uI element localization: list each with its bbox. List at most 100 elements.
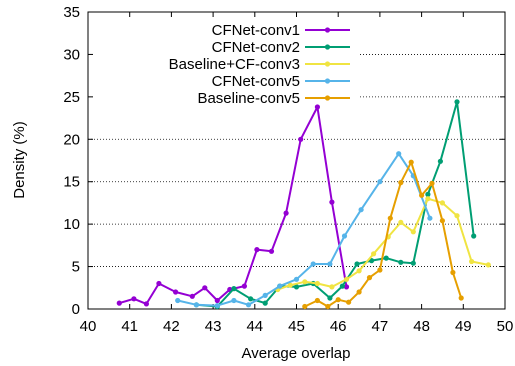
data-point [369, 258, 375, 264]
data-point [419, 192, 425, 198]
series-2 [275, 196, 491, 293]
data-point [214, 303, 220, 309]
data-point [262, 300, 268, 306]
y-tick-label: 20 [63, 131, 80, 148]
data-point [343, 276, 350, 282]
x-tick-label: 46 [330, 318, 347, 335]
series-line [277, 197, 489, 291]
x-axis-title: Average overlap [242, 345, 351, 362]
legend-swatch-point [324, 95, 331, 101]
data-point [156, 280, 162, 287]
data-point [410, 260, 416, 266]
data-point [131, 296, 137, 302]
data-point [398, 219, 404, 225]
data-point [427, 215, 433, 221]
x-tick-label: 47 [372, 318, 389, 335]
legend-swatch-point [324, 44, 331, 50]
y-tick-label: 30 [63, 46, 80, 63]
legend-swatch-point [324, 27, 331, 33]
legend-swatch-point [324, 78, 331, 84]
data-point [189, 293, 195, 299]
data-point [262, 292, 268, 298]
data-point [377, 267, 383, 273]
data-point [408, 159, 414, 165]
data-point [437, 158, 443, 164]
data-point [283, 210, 289, 216]
series-3 [175, 151, 433, 309]
data-point [327, 261, 333, 267]
data-point [202, 285, 208, 291]
data-point [302, 279, 308, 285]
data-point [268, 248, 275, 254]
data-point [339, 283, 345, 289]
data-point [293, 284, 300, 290]
data-point [425, 191, 431, 197]
series-line [119, 106, 348, 305]
data-point [366, 275, 373, 281]
legend-entry: Baseline-conv5 [197, 90, 350, 107]
legend-entry: Baseline+CF-conv3 [169, 56, 350, 73]
data-point [454, 99, 460, 105]
data-point [383, 255, 389, 261]
data-point [454, 213, 460, 219]
y-tick-label: 25 [63, 89, 80, 106]
series-line [177, 152, 431, 307]
data-point [116, 300, 122, 306]
data-point [485, 262, 491, 268]
data-point [231, 286, 237, 292]
series-4 [302, 159, 464, 310]
series-1 [193, 99, 477, 310]
data-point [231, 297, 237, 304]
data-point [329, 284, 335, 290]
data-point [356, 289, 362, 295]
x-tick-label: 42 [163, 318, 180, 335]
legend-label: CFNet-conv5 [212, 73, 300, 90]
data-point [471, 233, 477, 239]
data-point [245, 302, 252, 308]
x-tick-label: 44 [246, 318, 263, 335]
y-ticks: 0 5 10 15 20 25 30 35 [63, 4, 505, 318]
data-point [398, 180, 404, 186]
legend-swatch-point [324, 61, 331, 67]
data-point [254, 247, 260, 253]
legend-label: CFNet-conv1 [212, 22, 300, 39]
data-point [410, 229, 416, 235]
data-point [175, 297, 181, 304]
data-point [371, 251, 377, 257]
data-point [329, 199, 335, 205]
x-tick-label: 49 [455, 318, 472, 335]
data-point [314, 104, 320, 110]
data-point [335, 297, 341, 303]
y-axis-title: Density (%) [11, 121, 28, 199]
data-point [248, 296, 254, 302]
x-tick-label: 41 [121, 318, 138, 335]
legend-entry: CFNet-conv5 [212, 73, 350, 90]
x-tick-label: 50 [497, 318, 514, 335]
y-tick-label: 35 [63, 4, 80, 21]
data-point [214, 297, 220, 304]
series-line [304, 161, 463, 308]
x-ticks: 40 41 42 43 44 45 46 47 48 49 50 [80, 12, 514, 335]
data-point [396, 151, 402, 157]
data-point [377, 179, 383, 185]
legend-entry: CFNet-conv2 [212, 39, 350, 56]
x-tick-label: 45 [288, 318, 305, 335]
data-point [293, 276, 300, 282]
data-point [241, 283, 247, 289]
data-point [450, 269, 456, 276]
x-tick-label: 40 [80, 318, 97, 335]
data-point [458, 295, 464, 301]
data-point [358, 207, 364, 213]
gridlines [88, 54, 505, 267]
legend-label: Baseline+CF-conv3 [169, 56, 300, 73]
data-point [343, 284, 350, 290]
data-point [346, 299, 352, 305]
data-point [302, 303, 308, 310]
legend-entry: CFNet-conv1 [212, 22, 350, 39]
data-point [341, 233, 348, 239]
legend: CFNet-conv1CFNet-conv2Baseline+CF-conv3C… [169, 22, 350, 107]
data-point [327, 295, 333, 301]
data-point [354, 261, 360, 267]
y-tick-label: 15 [63, 174, 80, 191]
